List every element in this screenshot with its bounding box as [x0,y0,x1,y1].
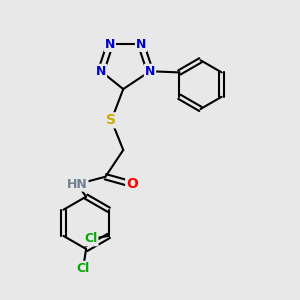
Text: Cl: Cl [84,232,98,245]
Text: N: N [136,38,146,51]
Text: N: N [96,65,106,78]
Text: S: S [106,113,116,127]
Text: N: N [105,38,115,51]
Text: O: O [126,177,138,191]
Text: N: N [145,65,155,78]
Text: HN: HN [67,178,88,191]
Text: Cl: Cl [76,262,90,275]
